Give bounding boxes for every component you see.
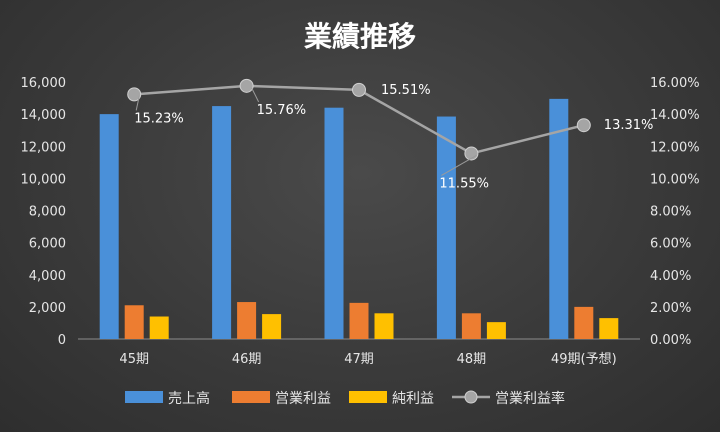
margin-data-label: 13.31% bbox=[604, 118, 654, 133]
chart-title: 業績推移 bbox=[304, 20, 416, 53]
legend-swatch bbox=[349, 391, 387, 403]
margin-point bbox=[127, 87, 142, 102]
margin-data-label: 15.51% bbox=[381, 83, 431, 98]
bar-2 bbox=[237, 302, 257, 339]
legend-label: 純利益 bbox=[392, 391, 434, 407]
x-tick-label: 46期 bbox=[232, 352, 262, 367]
bar-3 bbox=[262, 314, 282, 339]
y-tick-label: 12,000 bbox=[21, 140, 67, 155]
bar-3 bbox=[486, 322, 506, 339]
bar-2 bbox=[461, 313, 481, 339]
x-tick-label: 47期 bbox=[344, 352, 374, 367]
x-tick-label: 49期(予想) bbox=[551, 351, 617, 367]
y2-tick-label: 0.00% bbox=[650, 333, 691, 348]
bar-1 bbox=[212, 106, 232, 339]
y2-tick-label: 8.00% bbox=[650, 205, 691, 220]
data-label-leader bbox=[441, 155, 477, 176]
y2-tick-label: 12.00% bbox=[650, 140, 700, 155]
legend-label: 営業利益 bbox=[275, 391, 331, 407]
bar-2 bbox=[574, 306, 594, 339]
bar-3 bbox=[599, 318, 619, 339]
legend-swatch bbox=[125, 391, 163, 403]
bar-3 bbox=[374, 313, 394, 339]
y2-tick-label: 2.00% bbox=[650, 301, 691, 316]
y-tick-label: 2,000 bbox=[29, 301, 66, 316]
y2-tick-label: 16.00% bbox=[650, 76, 700, 91]
legend-label: 売上高 bbox=[168, 390, 210, 407]
margin-data-label: 15.23% bbox=[134, 111, 184, 126]
y2-tick-label: 4.00% bbox=[650, 269, 691, 284]
y2-tick-label: 14.00% bbox=[650, 108, 700, 123]
bar-1 bbox=[436, 116, 456, 339]
margin-point bbox=[239, 78, 254, 93]
y-tick-label: 16,000 bbox=[21, 76, 67, 91]
bar-2 bbox=[349, 302, 369, 339]
legend: 売上高 営業利益 純利益 営業利益率 bbox=[125, 390, 565, 407]
y2-tick-label: 10.00% bbox=[650, 172, 700, 187]
margin-point bbox=[352, 82, 366, 97]
bar-1 bbox=[549, 98, 569, 339]
bar-1 bbox=[99, 114, 119, 339]
bar-2 bbox=[124, 305, 144, 339]
margin-point bbox=[576, 118, 591, 133]
legend-label: 営業利益率 bbox=[495, 390, 565, 407]
y-tick-label: 10,000 bbox=[21, 172, 67, 187]
margin-data-label: 11.55% bbox=[439, 176, 489, 191]
margin-data-label: 15.76% bbox=[257, 103, 307, 118]
plot-area: 0 2,000 4,000 6,000 8,000 10,000 12,000 14,000 1… bbox=[21, 76, 700, 367]
legend-swatch bbox=[232, 391, 270, 403]
y-tick-label: 0 bbox=[58, 333, 66, 348]
y-tick-label: 14,000 bbox=[21, 108, 67, 123]
y-tick-label: 6,000 bbox=[29, 237, 66, 252]
x-tick-label: 45期 bbox=[119, 352, 149, 367]
data-label-leader bbox=[251, 87, 260, 103]
bar-3 bbox=[149, 316, 169, 339]
y-tick-label: 8,000 bbox=[29, 205, 66, 220]
bar-1 bbox=[324, 107, 344, 339]
legend-swatch-marker bbox=[464, 390, 478, 404]
y2-tick-label: 6.00% bbox=[650, 237, 691, 252]
data-label-leader bbox=[135, 96, 140, 111]
x-tick-label: 48期 bbox=[457, 352, 487, 367]
y-tick-label: 4,000 bbox=[29, 269, 66, 284]
